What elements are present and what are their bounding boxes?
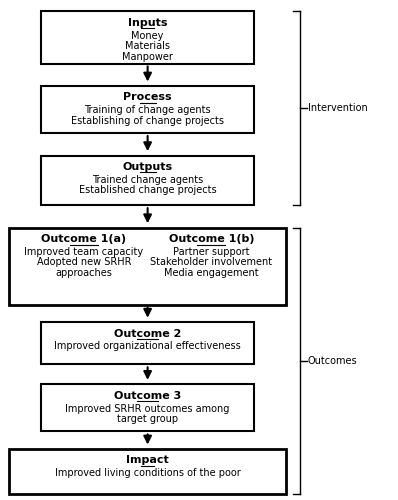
Bar: [41, 322, 254, 364]
Bar: [41, 86, 254, 133]
Text: Training of change agents: Training of change agents: [84, 106, 211, 116]
Bar: [41, 384, 254, 432]
Text: Outcome 2: Outcome 2: [114, 328, 181, 338]
Text: approaches: approaches: [56, 268, 112, 278]
Text: Improved SRHR outcomes among: Improved SRHR outcomes among: [65, 404, 230, 413]
Text: Trained change agents: Trained change agents: [92, 175, 203, 185]
Text: Outcomes: Outcomes: [308, 356, 357, 366]
Text: Established change projects: Established change projects: [79, 186, 217, 196]
Text: target group: target group: [117, 414, 178, 424]
Text: Media engagement: Media engagement: [164, 268, 259, 278]
Text: Intervention: Intervention: [308, 104, 367, 114]
Text: Improved team capacity: Improved team capacity: [24, 247, 144, 257]
Text: Materials: Materials: [125, 41, 170, 51]
Text: Inputs: Inputs: [128, 18, 168, 28]
Text: Outputs: Outputs: [123, 162, 173, 172]
Text: Adopted new SRHR: Adopted new SRHR: [37, 258, 131, 268]
Text: Partner support: Partner support: [173, 247, 250, 257]
Text: Process: Process: [123, 92, 172, 102]
Text: Money: Money: [131, 30, 164, 40]
Text: Outcome 1(a): Outcome 1(a): [41, 234, 127, 244]
Text: Manpower: Manpower: [122, 52, 173, 62]
Text: Establishing of change projects: Establishing of change projects: [71, 116, 224, 126]
Text: Improved living conditions of the poor: Improved living conditions of the poor: [55, 468, 240, 478]
Bar: [9, 449, 286, 494]
Text: Improved organizational effectiveness: Improved organizational effectiveness: [54, 342, 241, 351]
Text: Impact: Impact: [126, 456, 169, 466]
Text: Stakeholder involvement: Stakeholder involvement: [150, 258, 272, 268]
Bar: [41, 12, 254, 64]
Bar: [41, 156, 254, 205]
Bar: [9, 228, 286, 304]
Text: Outcome 1(b): Outcome 1(b): [168, 234, 254, 244]
Text: Outcome 3: Outcome 3: [114, 390, 181, 400]
